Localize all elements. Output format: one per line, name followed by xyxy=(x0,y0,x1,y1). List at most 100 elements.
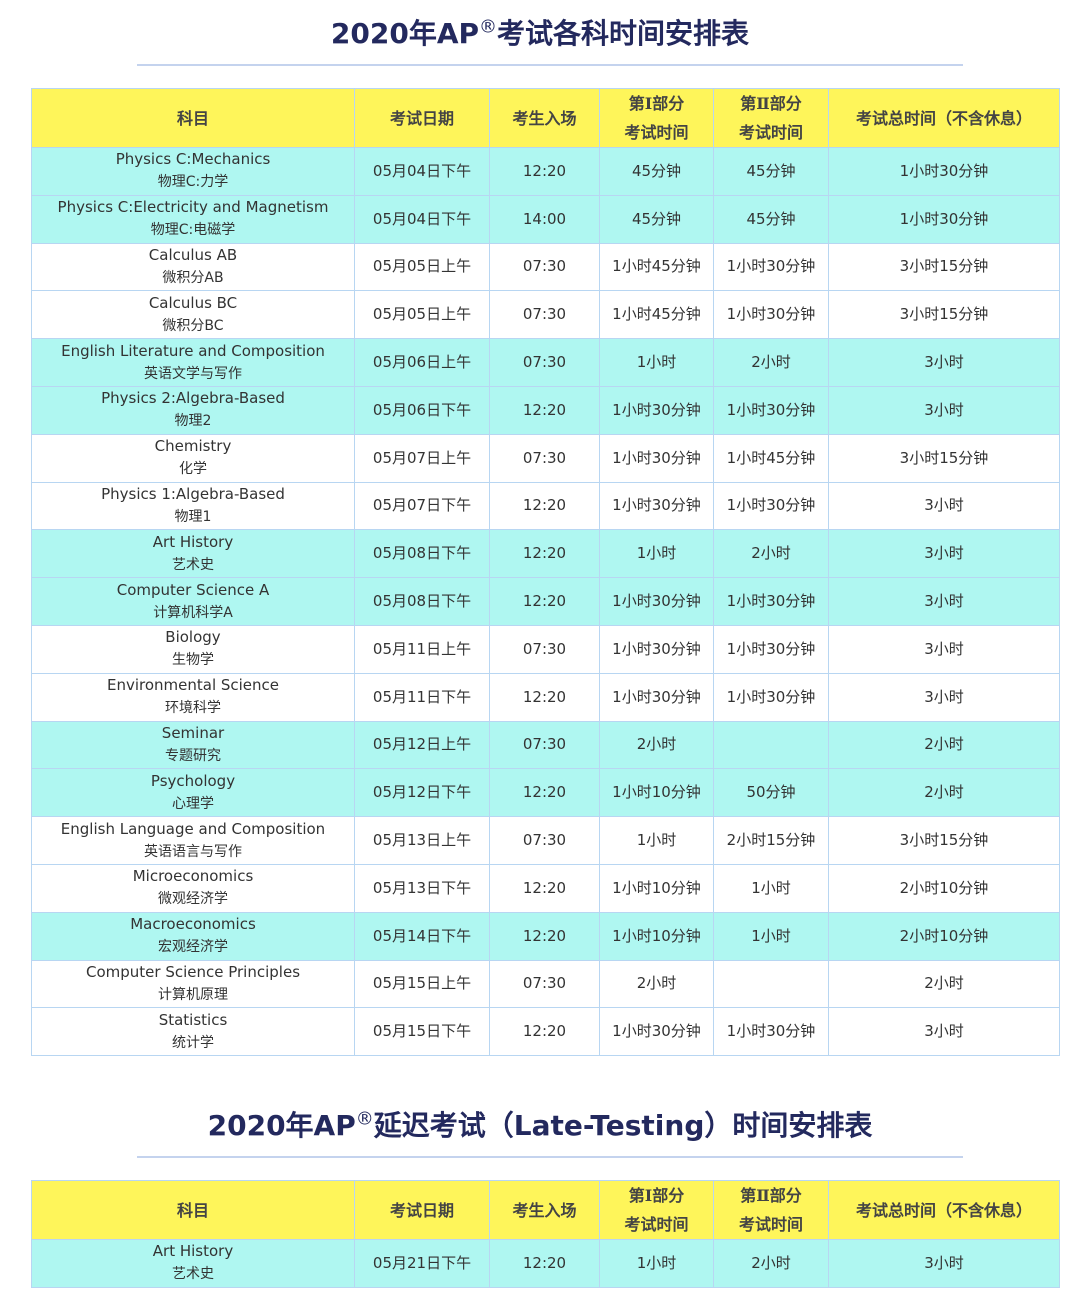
entry-cell: 14:00 xyxy=(489,194,600,244)
total-cell: 3小时 xyxy=(828,1007,1060,1057)
header-total: 考试总时间（不含休息） xyxy=(828,88,1060,148)
entry-cell: 12:20 xyxy=(489,577,600,626)
header-part1-line2: 考试时间 xyxy=(624,1215,689,1234)
subject-cell: Environmental Science 环境科学 xyxy=(31,672,355,722)
table-row: Art History 艺术史 05月21日下午 12:20 1小时 2小时 3小时 xyxy=(31,1239,1060,1288)
table-row: Physics C:Mechanics 物理C:力学 05月04日下午 12:20 45… xyxy=(31,147,1060,196)
part1-cell: 1小时10分钟 xyxy=(599,911,714,961)
part1-cell: 1小时30分钟 xyxy=(599,624,714,674)
subject-zh: 微观经济学 xyxy=(158,891,228,908)
date-cell: 05月13日上午 xyxy=(354,816,490,865)
header-part1-line2: 考试时间 xyxy=(624,123,689,142)
subject-en: English Language and Composition xyxy=(60,819,326,838)
title-divider xyxy=(137,1156,963,1158)
table-row: Statistics 统计学 05月15日下午 12:20 1小时30分钟 1小时30分钟… xyxy=(31,1007,1060,1057)
part1-cell: 1小时10分钟 xyxy=(599,768,714,818)
date-cell: 05月08日下午 xyxy=(354,529,490,579)
header-row: 科目 考试日期 考生入场 第Ⅰ部分 考试时间 第Ⅱ部分 考试时间 考试总时间（不含休息） xyxy=(31,1180,1060,1240)
total-cell: 1小时30分钟 xyxy=(828,147,1060,196)
part1-cell: 1小时 xyxy=(599,816,714,865)
part1-cell: 1小时30分钟 xyxy=(599,433,714,483)
subject-zh: 计算机科学A xyxy=(153,604,233,621)
subject-zh: 英语文学与写作 xyxy=(144,365,242,382)
table-row: Physics 2:Algebra-Based 物理2 05月06日下午 12:20 1… xyxy=(31,385,1060,435)
date-cell: 05月05日上午 xyxy=(354,242,490,292)
subject-en: Computer Science A xyxy=(116,580,270,599)
entry-cell: 12:20 xyxy=(489,768,600,818)
subject-en: Computer Science Principles xyxy=(85,962,301,981)
date-cell: 05月06日下午 xyxy=(354,385,490,435)
subject-cell: Chemistry 化学 xyxy=(31,433,355,483)
part2-cell: 2小时 xyxy=(713,529,829,579)
subject-cell: Physics C:Mechanics 物理C:力学 xyxy=(31,147,355,196)
subject-cell: Physics 1:Algebra-Based 物理1 xyxy=(31,481,355,531)
title-divider xyxy=(137,64,963,66)
date-cell: 05月11日上午 xyxy=(354,624,490,674)
entry-cell: 07:30 xyxy=(489,624,600,674)
part1-cell: 1小时 xyxy=(599,529,714,579)
header-total: 考试总时间（不含休息） xyxy=(828,1180,1060,1240)
subject-cell: Art History 艺术史 xyxy=(31,529,355,579)
date-cell: 05月12日下午 xyxy=(354,768,490,818)
subject-cell: Calculus AB 微积分AB xyxy=(31,242,355,292)
entry-cell: 12:20 xyxy=(489,385,600,435)
entry-cell: 12:20 xyxy=(489,529,600,579)
date-cell: 05月21日下午 xyxy=(354,1239,490,1288)
subject-en: Psychology xyxy=(150,771,236,790)
subject-cell: English Literature and Composition 英语文学与写… xyxy=(31,338,355,387)
part1-cell: 1小时45分钟 xyxy=(599,242,714,292)
subject-cell: Biology 生物学 xyxy=(31,624,355,674)
late-testing-table: 科目 考试日期 考生入场 第Ⅰ部分 考试时间 第Ⅱ部分 考试时间 考试总时间（不含休息） Art… xyxy=(31,1180,1060,1288)
main-schedule-title: 2020年AP®考试各科时间安排表 xyxy=(0,12,1080,52)
part2-cell: 45分钟 xyxy=(713,194,829,244)
table-row: Environmental Science 环境科学 05月11日下午 12:20 1小… xyxy=(31,672,1060,722)
subject-zh: 宏观经济学 xyxy=(158,939,228,956)
total-cell: 2小时10分钟 xyxy=(828,911,1060,961)
header-subject: 科目 xyxy=(31,1180,355,1240)
part1-cell: 1小时30分钟 xyxy=(599,672,714,722)
subject-cell: Calculus BC 微积分BC xyxy=(31,290,355,340)
table-row: Computer Science A 计算机科学A 05月08日下午 12:20 1小时… xyxy=(31,577,1060,626)
part1-cell: 1小时 xyxy=(599,338,714,387)
header-part2-line2: 考试时间 xyxy=(738,1215,803,1234)
subject-en: English Literature and Composition xyxy=(61,341,325,360)
header-part1-line1: 第Ⅰ部分 xyxy=(628,1186,685,1205)
part2-cell: 1小时 xyxy=(713,863,829,913)
subject-zh: 英语语言与写作 xyxy=(144,843,242,860)
table-row: Psychology 心理学 05月12日下午 12:20 1小时10分钟 50分钟 2小时 xyxy=(31,768,1060,818)
title-text: 2020年AP xyxy=(330,17,480,50)
total-cell: 2小时 xyxy=(828,768,1060,818)
entry-cell: 07:30 xyxy=(489,816,600,865)
header-date: 考试日期 xyxy=(354,1180,490,1240)
header-part2: 第Ⅱ部分 考试时间 xyxy=(713,1180,829,1240)
total-cell: 3小时 xyxy=(828,1239,1060,1288)
table-row: Biology 生物学 05月11日上午 07:30 1小时30分钟 1小时30分钟 3小时 xyxy=(31,624,1060,674)
table-row: English Literature and Composition 英语文学与写… xyxy=(31,338,1060,387)
subject-en: Statistics xyxy=(158,1010,228,1029)
table-row: Calculus AB 微积分AB 05月05日上午 07:30 1小时45分钟 1小时3… xyxy=(31,242,1060,292)
table-row: Chemistry 化学 05月07日上午 07:30 1小时30分钟 1小时45分钟 3小… xyxy=(31,433,1060,483)
subject-cell: Microeconomics 微观经济学 xyxy=(31,863,355,913)
total-cell: 3小时 xyxy=(828,481,1060,531)
entry-cell: 12:20 xyxy=(489,1007,600,1057)
total-cell: 3小时 xyxy=(828,529,1060,579)
subject-cell: Computer Science Principles 计算机原理 xyxy=(31,959,355,1009)
subject-en: Physics 2:Algebra-Based xyxy=(101,389,285,408)
total-cell: 3小时 xyxy=(828,672,1060,722)
date-cell: 05月12日上午 xyxy=(354,720,490,770)
subject-zh: 统计学 xyxy=(172,1034,214,1051)
date-cell: 05月06日上午 xyxy=(354,338,490,387)
total-cell: 2小时 xyxy=(828,959,1060,1009)
title-text: 2020年AP xyxy=(207,1109,356,1142)
date-cell: 05月04日下午 xyxy=(354,194,490,244)
total-cell: 3小时15分钟 xyxy=(828,816,1060,865)
part2-cell xyxy=(713,720,829,770)
subject-en: Physics C:Electricity and Magnetism xyxy=(57,198,329,217)
part1-cell: 1小时 xyxy=(599,1239,714,1288)
total-cell: 1小时30分钟 xyxy=(828,194,1060,244)
registered-mark: ® xyxy=(355,1108,374,1130)
subject-en: Macroeconomics xyxy=(130,915,256,934)
entry-cell: 12:20 xyxy=(489,672,600,722)
table-row: Microeconomics 微观经济学 05月13日下午 12:20 1小时10分钟 1… xyxy=(31,863,1060,913)
registered-mark: ® xyxy=(479,16,498,38)
